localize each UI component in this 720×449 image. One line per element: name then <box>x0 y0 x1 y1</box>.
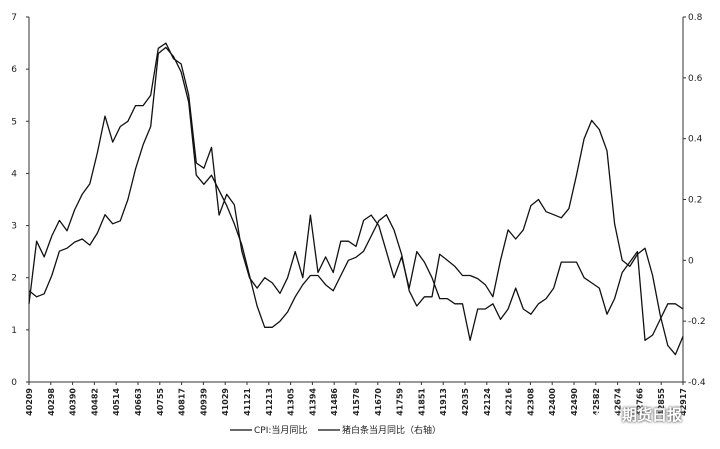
x-tick-label: 40817 <box>178 388 187 416</box>
x-tick-label: 40939 <box>199 388 208 416</box>
x-tick-label: 42124 <box>483 388 492 416</box>
watermark: 期货日报 <box>596 404 682 425</box>
right-tick-label: 0.6 <box>688 74 703 84</box>
x-tick-label: 42917 <box>679 388 688 416</box>
x-tick-label: 42766 <box>635 388 644 416</box>
x-tick-label: 42400 <box>548 388 557 416</box>
x-tick-label: 41394 <box>308 388 317 416</box>
x-tick-label: 42855 <box>657 388 666 416</box>
left-tick-label: 0 <box>11 378 17 388</box>
x-tick-label: 42308 <box>526 388 535 416</box>
x-tick-label: 41121 <box>243 388 252 416</box>
x-tick-label: 41305 <box>287 388 296 416</box>
legend: CPI:当月同比 猪白条当月同比（右轴） <box>230 424 441 436</box>
x-tick-label: 40209 <box>25 388 34 416</box>
legend-label-cpi: CPI:当月同比 <box>254 424 307 436</box>
x-tick-label: 41851 <box>417 388 426 416</box>
right-tick-label: -0.2 <box>688 317 706 327</box>
left-tick-label: 3 <box>11 222 17 232</box>
x-tick-label: 42674 <box>614 388 623 416</box>
x-tick-label: 40298 <box>47 388 56 416</box>
x-tick-label: 42582 <box>592 388 601 416</box>
x-tick-label: 42490 <box>570 388 579 416</box>
x-tick-label: 41029 <box>221 388 230 416</box>
x-tick-label: 42035 <box>461 388 470 416</box>
x-tick-label: 40663 <box>134 388 143 416</box>
right-tick-label: -0.4 <box>688 378 706 388</box>
x-tick-label: 41578 <box>352 388 361 416</box>
left-y-axis: 0 1 2 3 4 5 6 7 <box>11 13 30 388</box>
left-tick-label: 5 <box>11 117 17 127</box>
left-tick-label: 1 <box>11 326 17 336</box>
x-tick-label: 42216 <box>505 388 514 416</box>
legend-label-pork: 猪白条当月同比（右轴） <box>342 424 441 436</box>
x-tick-label: 41670 <box>374 388 383 416</box>
left-tick-label: 6 <box>11 65 17 75</box>
series-layer <box>28 42 684 356</box>
x-tick-label: 41486 <box>330 388 339 416</box>
left-tick-label: 7 <box>11 13 17 23</box>
x-tick-label: 40755 <box>156 388 165 416</box>
left-tick-label: 4 <box>11 169 17 179</box>
x-tick-label: 40482 <box>90 388 99 416</box>
watermark-text: 期货日报 <box>622 406 683 424</box>
right-tick-label: 0.2 <box>688 196 702 206</box>
left-tick-label: 2 <box>11 274 17 284</box>
wechat-icon <box>596 406 618 423</box>
x-tick-label: 41213 <box>265 388 274 416</box>
right-tick-label: 0 <box>688 256 694 266</box>
series-line-cpi <box>28 42 684 341</box>
right-y-axis: -0.4 -0.2 0 0.2 0.4 0.6 0.8 <box>682 13 706 388</box>
x-tick-label: 40390 <box>69 388 78 416</box>
x-tick-label: 41913 <box>439 388 448 416</box>
x-tick-label: 40514 <box>112 388 121 416</box>
x-tick-label: 41759 <box>396 388 405 416</box>
series-line-pork <box>28 46 684 356</box>
x-axis: 40209 40298 40390 40482 40514 40663 40755 40817… <box>25 381 688 416</box>
right-tick-label: 0.4 <box>688 135 703 145</box>
right-tick-label: 0.8 <box>688 13 703 23</box>
